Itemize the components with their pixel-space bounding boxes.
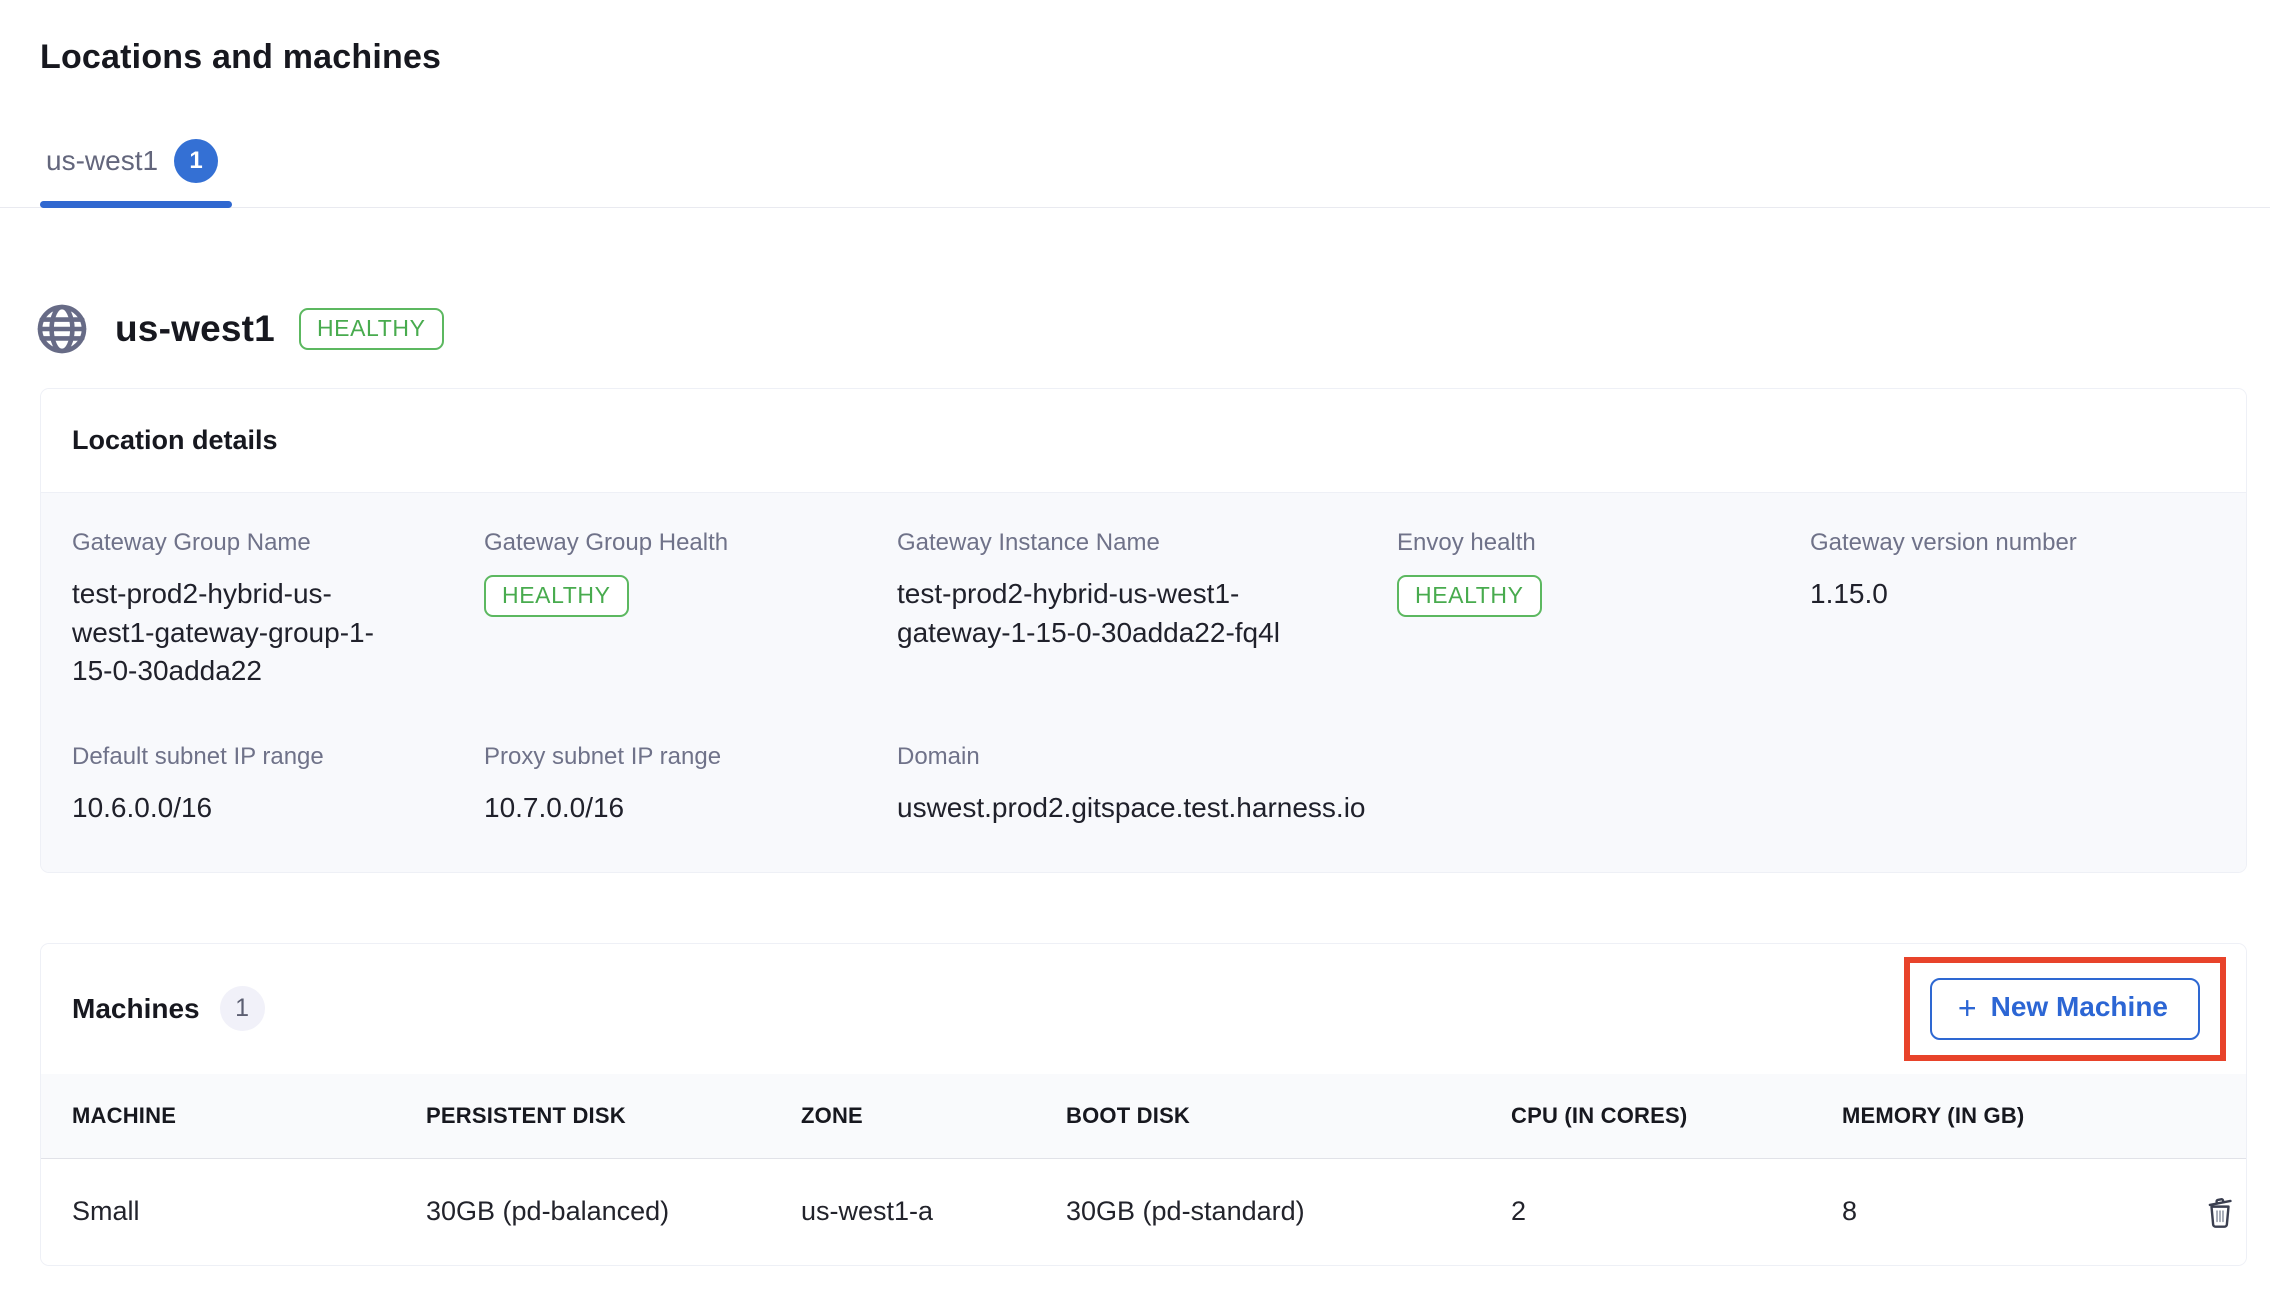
machines-title-wrap: Machines 1 xyxy=(72,986,265,1031)
new-machine-button[interactable]: + New Machine xyxy=(1929,977,2200,1040)
gateway-group-health-badge: HEALTHY xyxy=(484,575,629,617)
tab-us-west1[interactable]: us-west1 1 xyxy=(40,139,233,208)
field-gateway-instance-name: Gateway Instance Name test-prod2-hybrid-… xyxy=(897,529,1397,691)
field-value: 10.7.0.0/16 xyxy=(484,791,625,823)
col-boot-disk: BOOT DISK xyxy=(1066,1102,1191,1128)
machines-count-badge: 1 xyxy=(219,986,265,1031)
machines-card: Machines 1 + New Machine MACHINE PERSIST… xyxy=(40,942,2247,1266)
machines-table: MACHINE PERSISTENT DISK ZONE BOOT DISK C… xyxy=(41,1073,2246,1265)
col-persistent-disk: PERSISTENT DISK xyxy=(426,1102,626,1128)
location-details-title: Location details xyxy=(72,425,278,455)
field-proxy-subnet: Proxy subnet IP range 10.7.0.0/16 xyxy=(484,743,897,828)
field-envoy-health: Envoy health HEALTHY xyxy=(1397,529,1810,691)
location-health-badge: HEALTHY xyxy=(298,308,444,350)
cell-cpu: 2 xyxy=(1511,1196,1527,1226)
cell-memory: 8 xyxy=(1842,1196,1858,1226)
location-details-card: Location details Gateway Group Name test… xyxy=(40,388,2247,873)
new-machine-label: New Machine xyxy=(1990,991,2168,1023)
machines-title: Machines xyxy=(72,992,200,1024)
field-value: 10.6.0.0/16 xyxy=(72,791,213,823)
col-memory: MEMORY (IN GB) xyxy=(1842,1102,2025,1128)
field-label: Envoy health xyxy=(1397,529,1536,556)
field-gateway-version: Gateway version number 1.15.0 xyxy=(1810,529,2216,691)
field-label: Gateway Instance Name xyxy=(897,529,1160,556)
field-label: Gateway version number xyxy=(1810,529,2077,556)
location-name: us-west1 xyxy=(115,308,275,349)
location-details-header: Location details xyxy=(41,389,2246,493)
tab-label: us-west1 xyxy=(46,145,159,176)
field-value: 1.15.0 xyxy=(1810,578,1888,609)
field-label: Gateway Group Name xyxy=(72,529,311,556)
delete-machine-button[interactable] xyxy=(2199,1189,2241,1235)
page-title: Locations and machines xyxy=(40,38,442,76)
field-label: Gateway Group Health xyxy=(484,529,729,556)
location-details-body: Gateway Group Name test-prod2-hybrid-us-… xyxy=(41,493,2246,872)
col-cpu: CPU (IN CORES) xyxy=(1511,1102,1688,1128)
field-value: test-prod2-hybrid-us-west1-gateway-group… xyxy=(72,578,374,687)
field-default-subnet: Default subnet IP range 10.6.0.0/16 xyxy=(72,743,484,828)
col-zone: ZONE xyxy=(801,1102,863,1128)
field-label: Default subnet IP range xyxy=(72,742,324,770)
field-gateway-group-name: Gateway Group Name test-prod2-hybrid-us-… xyxy=(72,529,484,691)
trash-icon xyxy=(2208,1197,2232,1228)
cell-zone: us-west1-a xyxy=(801,1196,934,1226)
cell-machine: Small xyxy=(72,1196,140,1226)
field-label: Proxy subnet IP range xyxy=(484,742,722,770)
location-header: us-west1 HEALTHY xyxy=(33,300,2270,358)
field-gateway-group-health: Gateway Group Health HEALTHY xyxy=(484,529,897,691)
tab-count-badge: 1 xyxy=(174,139,219,183)
cell-persistent-disk: 30GB (pd-balanced) xyxy=(426,1196,670,1226)
machines-table-header: MACHINE PERSISTENT DISK ZONE BOOT DISK C… xyxy=(41,1073,2246,1159)
location-tabs: us-west1 1 xyxy=(0,139,2270,208)
field-value: test-prod2-hybrid-us-west1-gateway-1-15-… xyxy=(897,578,1280,648)
cell-boot-disk: 30GB (pd-standard) xyxy=(1066,1196,1305,1226)
col-machine: MACHINE xyxy=(72,1102,177,1128)
envoy-health-badge: HEALTHY xyxy=(1397,575,1542,617)
field-value: uswest.prod2.gitspace.test.harness.io xyxy=(897,791,1366,823)
field-domain: Domain uswest.prod2.gitspace.test.harnes… xyxy=(897,743,1397,828)
annotation-highlight-box: + New Machine xyxy=(1903,956,2226,1061)
machines-header: Machines 1 + New Machine xyxy=(41,943,2246,1074)
globe-icon xyxy=(37,304,87,354)
cell-actions xyxy=(2199,1189,2246,1235)
plus-icon: + xyxy=(1957,989,1977,1026)
field-label: Domain xyxy=(897,742,980,770)
table-row: Small 30GB (pd-balanced) us-west1-a 30GB… xyxy=(41,1158,2246,1265)
